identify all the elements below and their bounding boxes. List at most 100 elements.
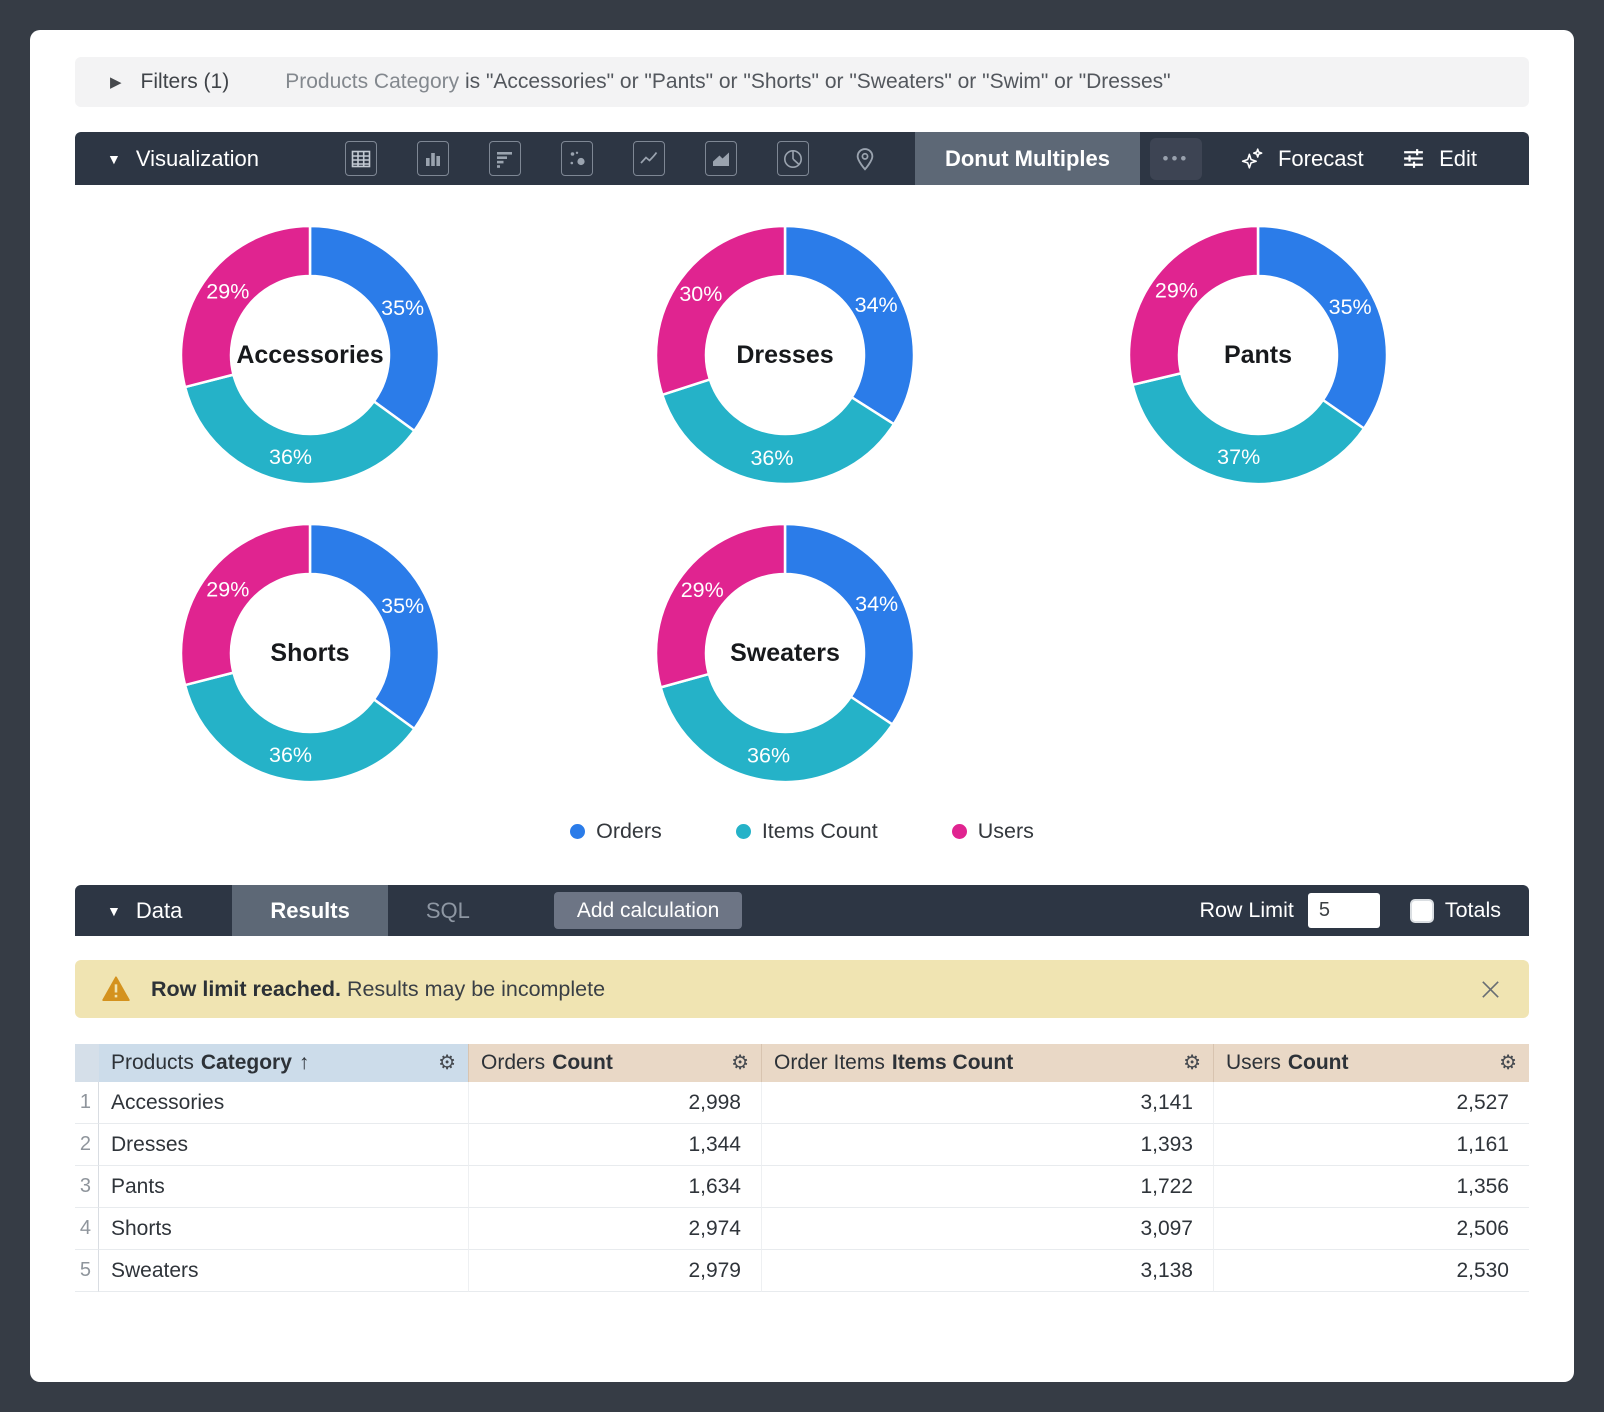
row-limit-input[interactable]: [1307, 893, 1380, 928]
donut-percent-label: 29%: [206, 577, 249, 601]
row-number: 2: [75, 1124, 99, 1166]
forecast-button[interactable]: Forecast: [1240, 146, 1364, 172]
donut-segment-accessories-items-count[interactable]: [183, 373, 416, 486]
header-field-name: Count: [1287, 1051, 1349, 1074]
cell-value[interactable]: 1,356: [1213, 1166, 1529, 1208]
column-header-category[interactable]: Products Category ↑ ⚙: [99, 1044, 468, 1082]
chevron-down-icon: ▼: [107, 150, 121, 167]
column-chart-icon[interactable]: [416, 141, 449, 176]
donut-title-shorts: Shorts: [270, 639, 349, 667]
bar-chart-icon[interactable]: [488, 141, 521, 176]
header-view-name: Users: [1226, 1051, 1281, 1074]
cell-value[interactable]: 2,979: [468, 1250, 761, 1292]
donut-segment-sweaters-users[interactable]: [654, 522, 787, 689]
tab-results[interactable]: Results: [232, 885, 388, 936]
filters-expand-icon[interactable]: ▶: [110, 74, 122, 91]
area-chart-icon[interactable]: [704, 141, 737, 176]
donut-segment-shorts-items-count[interactable]: [183, 671, 416, 784]
column-header-items-count[interactable]: Order Items Items Count ⚙: [761, 1044, 1213, 1082]
donut-percent-label: 36%: [750, 446, 793, 470]
line-chart-icon[interactable]: [632, 141, 665, 176]
cell-category[interactable]: Sweaters: [99, 1250, 468, 1292]
results-table: Products Category ↑ ⚙ Orders Count ⚙ Order Item…: [75, 1044, 1529, 1292]
cell-value[interactable]: 1,634: [468, 1166, 761, 1208]
cell-value[interactable]: 2,506: [1213, 1208, 1529, 1250]
donut-segment-dresses-items-count[interactable]: [661, 378, 896, 486]
donut-segment-accessories-orders[interactable]: [308, 224, 441, 433]
edit-button[interactable]: Edit: [1401, 146, 1477, 172]
cell-value[interactable]: 1,722: [761, 1166, 1213, 1208]
donut-segment-shorts-users[interactable]: [179, 522, 312, 687]
cell-value[interactable]: 2,974: [468, 1208, 761, 1250]
gear-icon[interactable]: ⚙: [731, 1052, 749, 1074]
cell-category[interactable]: Accessories: [99, 1082, 468, 1124]
donut-segment-sweaters-items-count[interactable]: [659, 672, 894, 784]
cell-category[interactable]: Shorts: [99, 1208, 468, 1250]
donut-percent-label: 36%: [269, 445, 312, 469]
row-number: 5: [75, 1250, 99, 1292]
chevron-down-icon: ▼: [107, 902, 121, 919]
more-options-button[interactable]: •••: [1149, 137, 1202, 180]
visualization-toolbar: ▼ Visualization: [75, 132, 1529, 185]
header-view-name: Products: [111, 1051, 194, 1074]
row-number: 3: [75, 1166, 99, 1208]
donut-segment-dresses-orders[interactable]: [783, 224, 916, 426]
close-icon[interactable]: [1479, 978, 1502, 1001]
cell-value[interactable]: 1,393: [761, 1124, 1213, 1166]
sort-arrow-icon: ↑: [298, 1051, 310, 1074]
donut-segment-sweaters-orders[interactable]: [783, 522, 916, 726]
add-calculation-button[interactable]: Add calculation: [553, 892, 743, 929]
header-field-name: Count: [552, 1051, 613, 1074]
row-number: 4: [75, 1208, 99, 1250]
donut-title-dresses: Dresses: [736, 341, 833, 369]
column-header-count[interactable]: Users Count ⚙: [1213, 1044, 1529, 1082]
legend-label: Items Count: [761, 819, 878, 843]
cell-value[interactable]: 2,530: [1213, 1250, 1529, 1292]
visualization-section-toggle[interactable]: ▼ Visualization: [75, 146, 259, 172]
data-section-toggle[interactable]: ▼ Data: [75, 898, 182, 924]
totals-checkbox[interactable]: [1409, 898, 1434, 923]
donut-segment-pants-orders[interactable]: [1256, 224, 1389, 430]
cell-value[interactable]: 3,138: [761, 1250, 1213, 1292]
donut-chart-dresses: 34% 36% 30% Dresses: [645, 215, 925, 495]
chart-legend: Orders Items Count Users: [75, 819, 1529, 844]
cell-value[interactable]: 3,097: [761, 1208, 1213, 1250]
cell-value[interactable]: 3,141: [761, 1082, 1213, 1124]
gear-icon[interactable]: ⚙: [1183, 1052, 1201, 1074]
forecast-label: Forecast: [1277, 145, 1364, 171]
cell-value[interactable]: 1,161: [1213, 1124, 1529, 1166]
donut-multiples-chart: 35% 36% 29% Accessories 34% 36% 30% Dresses 35% 3…: [75, 185, 1529, 885]
row-number: 1: [75, 1082, 99, 1124]
donut-segment-dresses-users[interactable]: [654, 224, 787, 397]
scatter-chart-icon[interactable]: [560, 141, 593, 176]
cell-value[interactable]: 2,998: [468, 1082, 761, 1124]
donut-segment-pants-users[interactable]: [1127, 224, 1260, 387]
donut-percent-label: 34%: [855, 293, 898, 317]
visualization-label: Visualization: [135, 145, 259, 171]
sparkle-icon: [1240, 146, 1265, 171]
viz-tab-donut-multiples[interactable]: Donut Multiples: [914, 132, 1140, 185]
gear-icon[interactable]: ⚙: [1499, 1052, 1517, 1074]
donut-segment-shorts-orders[interactable]: [308, 522, 441, 731]
table-icon[interactable]: [344, 141, 377, 176]
donut-chart-pants: 35% 37% 29% Pants: [1118, 215, 1398, 495]
legend-dot-icon: [951, 824, 967, 839]
donut-segment-pants-items-count[interactable]: [1131, 372, 1366, 486]
pie-chart-icon[interactable]: [776, 141, 809, 176]
column-header-count[interactable]: Orders Count ⚙: [468, 1044, 761, 1082]
row-number-column-header: [75, 1044, 99, 1082]
cell-category[interactable]: Dresses: [99, 1124, 468, 1166]
data-label: Data: [135, 897, 183, 923]
filters-label[interactable]: Filters (1): [140, 70, 230, 93]
warning-text: Row limit reached. Results may be incomp…: [151, 976, 606, 1001]
donut-segment-accessories-users[interactable]: [179, 224, 312, 389]
donut-chart-accessories: 35% 36% 29% Accessories: [170, 215, 450, 495]
donut-title-sweaters: Sweaters: [730, 639, 840, 667]
gear-icon[interactable]: ⚙: [438, 1052, 456, 1074]
tab-sql[interactable]: SQL: [425, 897, 470, 923]
donut-chart-shorts: 35% 36% 29% Shorts: [170, 513, 450, 793]
cell-category[interactable]: Pants: [99, 1166, 468, 1208]
cell-value[interactable]: 1,344: [468, 1124, 761, 1166]
cell-value[interactable]: 2,527: [1213, 1082, 1529, 1124]
map-pin-icon[interactable]: [849, 141, 881, 176]
